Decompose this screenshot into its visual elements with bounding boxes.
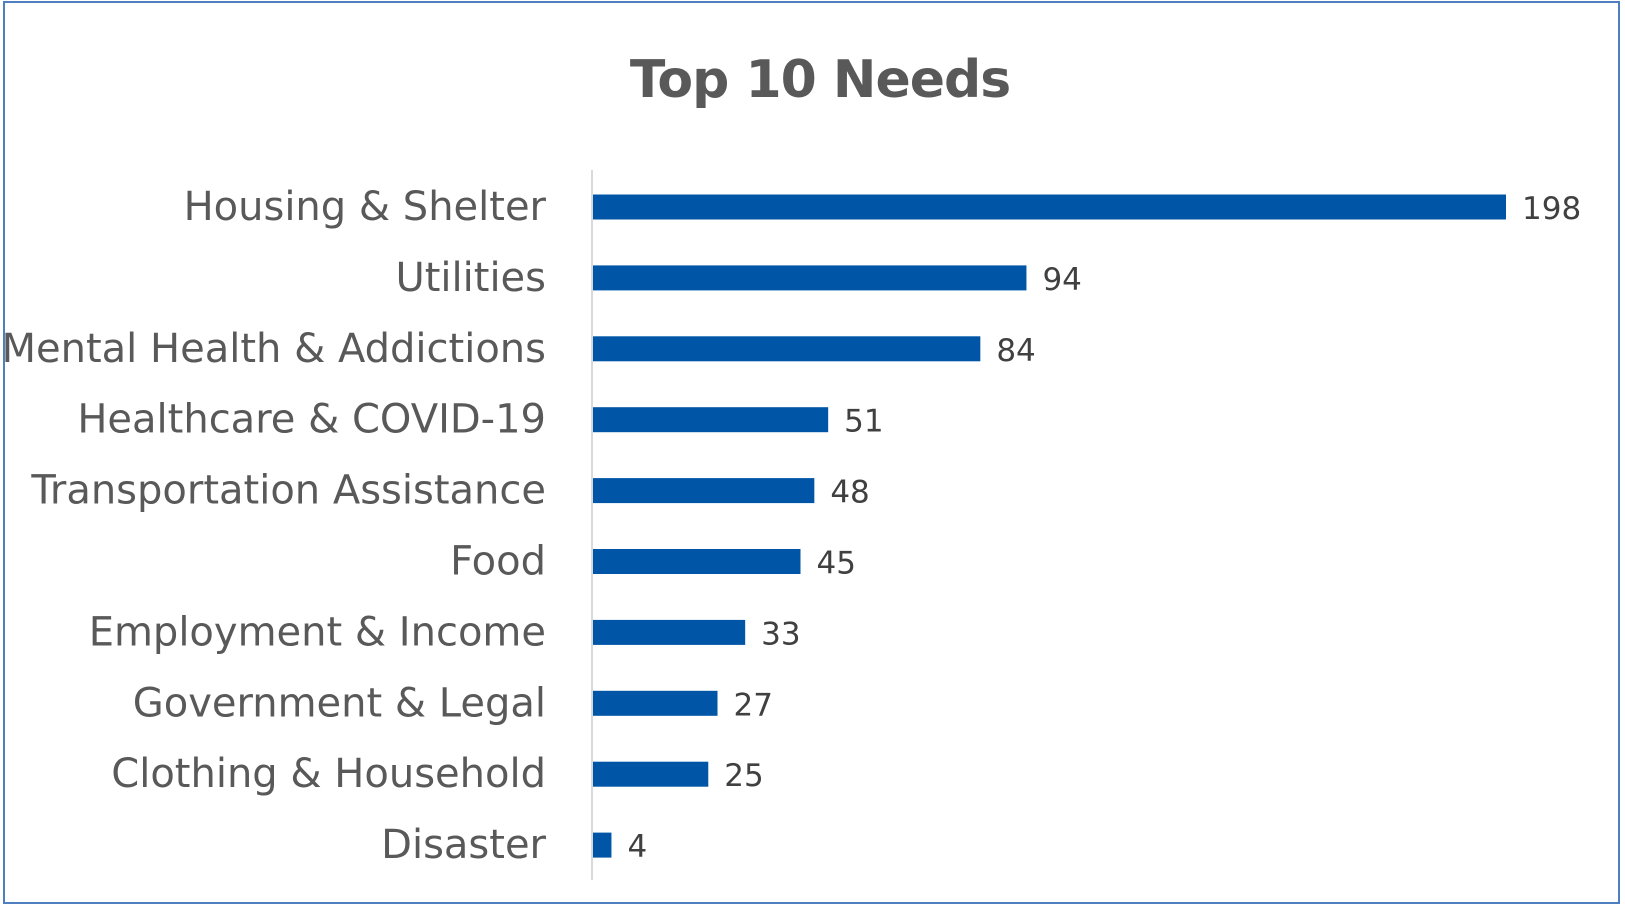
bar-food	[593, 549, 801, 574]
category-label-disaster: Disaster	[381, 822, 546, 868]
data-label-disaster: 4	[627, 829, 647, 865]
data-label-utilities: 94	[1042, 262, 1081, 298]
category-label-transportation-assistance: Transportation Assistance	[30, 468, 546, 514]
chart-title: Top 10 Needs	[629, 50, 1011, 110]
chart-frame	[3, 1, 1620, 904]
bar-mental-health-addictions	[593, 336, 981, 362]
bar-utilities	[593, 265, 1027, 291]
data-label-mental-health-addictions: 84	[996, 333, 1035, 369]
category-label-clothing-household: Clothing & Household	[111, 751, 546, 797]
bar-healthcare-covid-19	[593, 407, 829, 433]
category-label-housing-shelter: Housing & Shelter	[184, 184, 547, 230]
category-label-food: Food	[450, 539, 546, 585]
bars-group: Housing & Shelter 198 Utilities 94 Mental He…	[2, 184, 1582, 868]
category-label-mental-health-addictions: Mental Health & Addictions	[2, 326, 546, 372]
data-label-housing-shelter: 198	[1522, 191, 1581, 227]
bar-clothing-household	[593, 761, 709, 787]
bar-disaster	[593, 832, 612, 858]
category-label-government-legal: Government & Legal	[133, 680, 546, 726]
data-label-transportation-assistance: 48	[830, 475, 869, 511]
category-label-utilities: Utilities	[395, 255, 546, 301]
data-label-food: 45	[817, 546, 856, 582]
category-label-healthcare-covid-19: Healthcare & COVID-19	[77, 397, 546, 443]
data-label-employment-income: 33	[761, 616, 800, 652]
bar-transportation-assistance	[593, 478, 815, 504]
data-label-clothing-household: 25	[724, 758, 763, 794]
bar-housing-shelter	[593, 194, 1506, 220]
bar-employment-income	[593, 619, 746, 645]
data-label-government-legal: 27	[734, 687, 773, 723]
bar-government-legal	[593, 690, 718, 716]
data-label-healthcare-covid-19: 51	[844, 404, 883, 440]
category-label-employment-income: Employment & Income	[89, 609, 546, 655]
